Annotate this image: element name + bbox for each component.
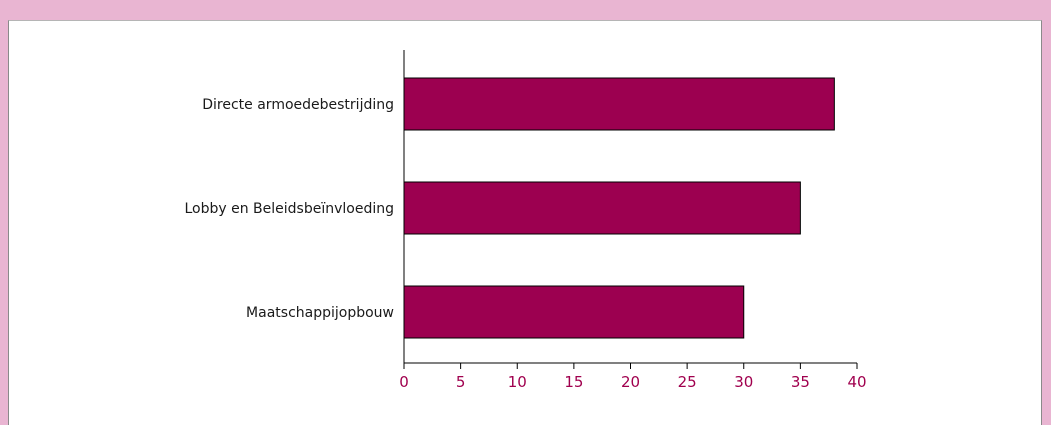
x-tick-label: 5 [456,373,466,391]
bar [403,77,835,131]
category-label: Lobby en Beleidsbeïnvloeding [184,201,394,217]
category-label: Maatschappijopbouw [246,305,394,321]
x-tick-label: 25 [678,373,697,391]
x-tick-label: 20 [621,373,640,391]
category-label: Directe armoedebestrijding [202,97,394,113]
x-tick-label: 40 [847,373,866,391]
bar [403,285,745,339]
x-tick-label: 10 [508,373,527,391]
x-tick-label: 35 [791,373,810,391]
x-tick-label: 30 [734,373,753,391]
bar [403,181,801,235]
x-tick-label: 15 [564,373,583,391]
x-tick-label: 0 [399,373,409,391]
